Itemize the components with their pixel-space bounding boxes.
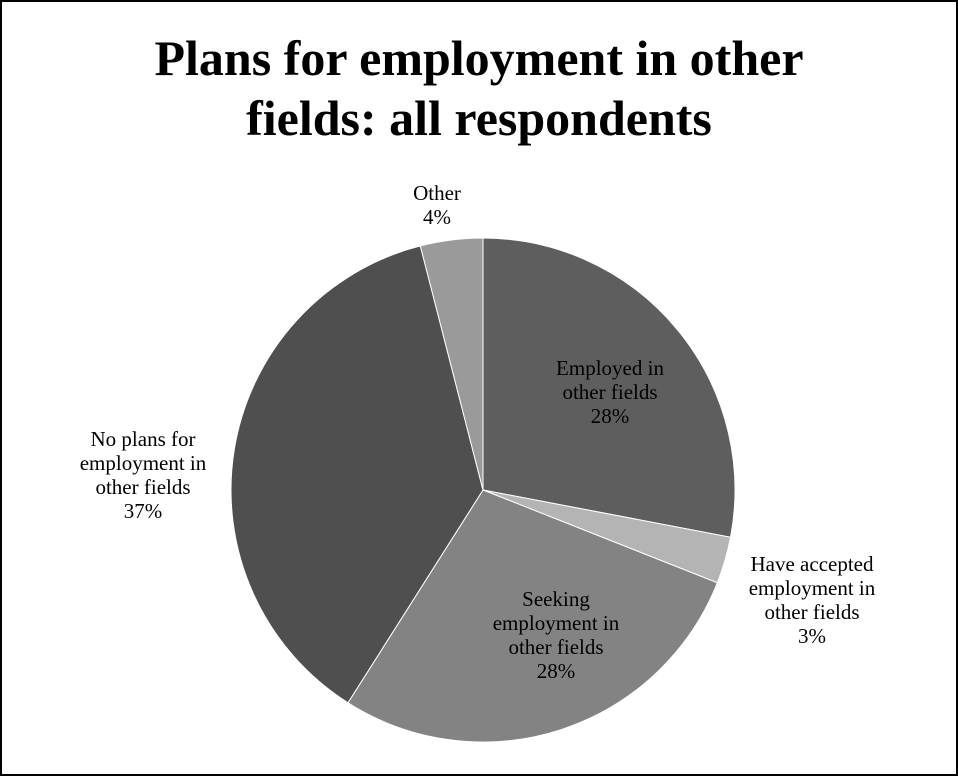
data-label-seeking-employment-in-other-fields: Seeking employment in other fields 28% bbox=[493, 587, 620, 683]
chart-title-line-1: Plans for employment in other bbox=[154, 30, 804, 86]
data-label-have-accepted-employment-in-other-fields: Have accepted employment in other fields 3% bbox=[749, 552, 876, 648]
pie-slice-seeking-employment-in-other-fields bbox=[347, 489, 718, 743]
data-label-other: Other 4% bbox=[413, 181, 461, 229]
data-label-employed-in-other-fields: Employed in other fields 28% bbox=[556, 356, 664, 428]
pie-slice-no-plans-for-employment-in-other-fields bbox=[230, 245, 484, 704]
data-label-no-plans-for-employment-in-other-fields: No plans for employment in other fields 37% bbox=[80, 427, 207, 523]
chart-title: Plans for employment in other fields: al… bbox=[0, 28, 958, 148]
chart-title-line-2: fields: all respondents bbox=[246, 90, 712, 146]
pie-slice-employed-in-other-fields bbox=[482, 237, 736, 538]
pie-slice-other bbox=[419, 237, 484, 491]
pie-slices bbox=[230, 237, 736, 743]
pie-labels: Employed in other fields 28% Have accepted e… bbox=[80, 181, 876, 683]
